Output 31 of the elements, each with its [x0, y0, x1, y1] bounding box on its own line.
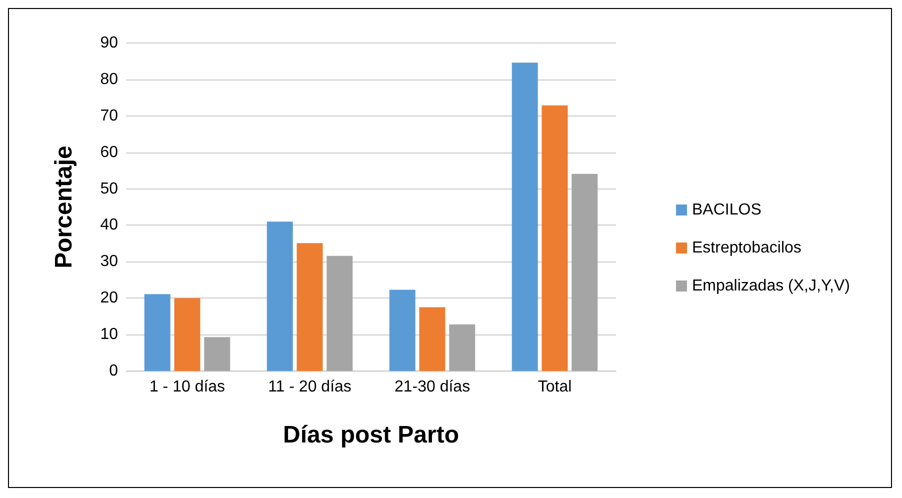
bar	[389, 290, 416, 371]
x-axis-title: Días post Parto	[282, 422, 460, 448]
y-tick-label: 30	[100, 253, 118, 270]
bar	[204, 337, 230, 371]
y-tick-label: 40	[100, 216, 118, 234]
bar	[266, 222, 293, 371]
y-tick-label: 20	[100, 290, 118, 307]
y-tick-label: 70	[100, 107, 118, 124]
bar	[512, 62, 538, 371]
y-axis-title: Porcentaje	[50, 146, 78, 268]
y-tick-label: 50	[100, 180, 118, 198]
bar	[326, 256, 353, 371]
bar	[449, 324, 476, 371]
bar	[296, 243, 323, 371]
y-tick-label: 10	[100, 326, 118, 344]
bar	[572, 174, 598, 371]
y-tick-label: 60	[100, 144, 118, 161]
x-tick-label: 11 - 20 días	[268, 378, 352, 396]
bar	[542, 105, 568, 371]
bar	[144, 294, 170, 371]
x-tick-label: 21-30 días	[394, 378, 470, 396]
legend-label: Estreptobacilos	[692, 240, 802, 256]
y-tick-label: 80	[100, 70, 118, 88]
x-tick-label: Total	[538, 378, 572, 396]
x-tick-label: 1 - 10 días	[149, 378, 226, 396]
legend-label: Empalizadas (X,J,Y,V)	[692, 278, 850, 294]
y-tick-label: 90	[100, 34, 118, 52]
bar	[419, 307, 446, 371]
bar	[174, 298, 200, 371]
y-tick-label: 0	[109, 362, 118, 380]
legend-label: BACILOS	[692, 202, 762, 218]
